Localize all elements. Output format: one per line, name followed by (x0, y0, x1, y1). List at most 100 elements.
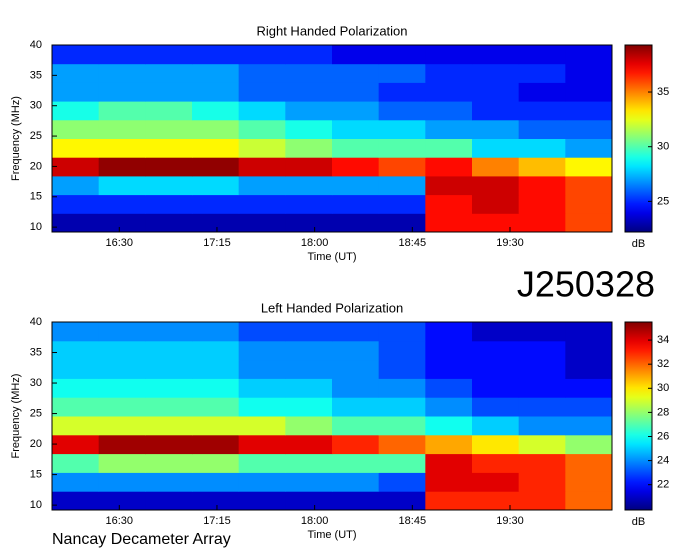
heatmap-cell (378, 472, 426, 492)
heatmap-cell (425, 453, 473, 473)
heatmap-cell (192, 472, 240, 492)
x-axis-label: Time (UT) (307, 529, 356, 541)
heatmap-cell (425, 397, 473, 417)
heatmap-cell (565, 453, 613, 473)
heatmap-cell (378, 491, 426, 511)
heatmap-cell (518, 397, 566, 417)
heatmap-cell (518, 340, 566, 361)
heatmap-cell (98, 45, 146, 65)
heatmap-cell (518, 359, 566, 379)
heatmap-cell (285, 378, 333, 398)
x-tick-label: 18:45 (399, 237, 427, 249)
heatmap-cell (425, 138, 473, 158)
heatmap-cell (145, 472, 193, 492)
heatmap-cell (192, 378, 240, 398)
heatmap-cell (145, 453, 193, 473)
heatmap-cell (52, 45, 100, 65)
heatmap-cell (98, 194, 146, 214)
heatmap-cell (238, 194, 286, 214)
x-tick-label: 18:00 (301, 237, 329, 249)
heatmap-cell (518, 322, 566, 342)
heatmap-cell (565, 416, 613, 436)
heatmap-cell (332, 416, 380, 436)
heatmap-cell (192, 340, 240, 361)
heatmap-cell (472, 322, 520, 342)
heatmap-cell (472, 340, 520, 361)
colorbar-tick-label: 22 (657, 479, 669, 491)
heatmap-cell (472, 453, 520, 473)
heatmap-cell (52, 491, 100, 511)
heatmap-cell (145, 434, 193, 455)
heatmap-cell (378, 45, 426, 65)
heatmap-cell (472, 491, 520, 511)
heatmap-cell (565, 194, 613, 214)
colorbar-label: dB (632, 516, 645, 528)
x-tick-label: 17:15 (203, 237, 231, 249)
colorbar-tick-label: 26 (657, 430, 669, 442)
heatmap-cell (332, 194, 380, 214)
heatmap-cell (565, 119, 613, 139)
heatmap-cell (238, 119, 286, 139)
heatmap-cell (98, 491, 146, 511)
heatmap-cell (98, 213, 146, 233)
colorbar-tick-label: 28 (657, 406, 669, 418)
heatmap-cell (192, 45, 240, 65)
heatmap-cell (425, 378, 473, 398)
heatmap-cell (565, 397, 613, 417)
heatmap-cell (238, 340, 286, 361)
x-tick-label: 18:00 (301, 515, 329, 527)
heatmap-cell (472, 194, 520, 214)
heatmap-cell (518, 472, 566, 492)
heatmap-cell (238, 157, 286, 177)
heatmap-cell (192, 175, 240, 196)
heatmap-cell (425, 340, 473, 361)
heatmap-cell (518, 194, 566, 214)
heatmap-cell (238, 322, 286, 342)
heatmap-cell (98, 119, 146, 139)
heatmap-cell (238, 491, 286, 511)
heatmap-cell (518, 138, 566, 158)
colorbar-tick-label: 32 (657, 358, 669, 370)
heatmap-cell (238, 101, 286, 121)
heatmap-cell (192, 157, 240, 177)
heatmap-cell (145, 138, 193, 158)
heatmap-cell (145, 213, 193, 233)
heatmap-cell (285, 453, 333, 473)
heatmap-cell (285, 416, 333, 436)
heatmap-cell (192, 359, 240, 379)
heatmap-cell (378, 416, 426, 436)
heatmap-cell (98, 63, 146, 83)
heatmap-cell (98, 472, 146, 492)
heatmap-cell (192, 82, 240, 102)
heatmap-cell (332, 45, 380, 65)
heatmap-cell (565, 359, 613, 379)
heatmap-cell (238, 472, 286, 492)
y-tick-label: 20 (30, 160, 42, 172)
heatmap-cell (518, 416, 566, 436)
heatmap-cell (425, 157, 473, 177)
heatmap-cell (285, 63, 333, 83)
heatmap-cell (425, 491, 473, 511)
heatmap-cell (285, 119, 333, 139)
heatmap-cell (238, 416, 286, 436)
heatmap-cell (332, 213, 380, 233)
heatmap-cell (98, 157, 146, 177)
heatmap-cell (145, 416, 193, 436)
heatmap-cell (425, 213, 473, 233)
heatmap-cell (52, 82, 100, 102)
heatmap-cell (52, 472, 100, 492)
heatmap-cell (285, 491, 333, 511)
heatmap-cell (145, 340, 193, 361)
heatmap-cell (378, 119, 426, 139)
heatmap-cell (98, 322, 146, 342)
heatmap-cell (425, 119, 473, 139)
heatmap-cell (565, 138, 613, 158)
x-tick-label: 17:15 (203, 515, 231, 527)
heatmap-cell (285, 434, 333, 455)
heatmap-cell (425, 434, 473, 455)
heatmap-cell (238, 82, 286, 102)
heatmap-cell (378, 194, 426, 214)
heatmap-cell (145, 378, 193, 398)
heatmap-cell (565, 45, 613, 65)
heatmap-cell (425, 175, 473, 196)
